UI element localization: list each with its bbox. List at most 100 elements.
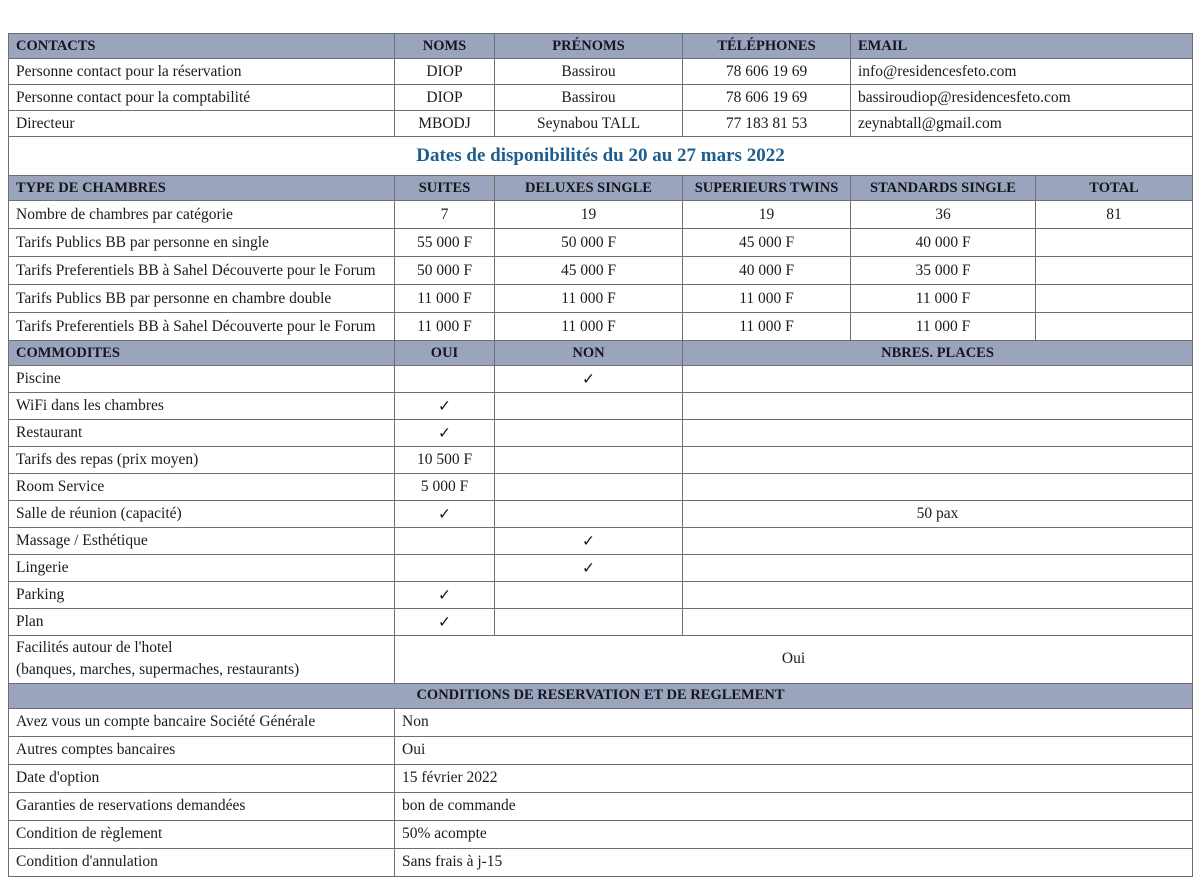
prenoms-header-cell: PRÉNOMS <box>494 33 683 59</box>
non-cell <box>494 473 683 501</box>
commodite-row-massage: Massage / Esthétique ✓ <box>8 527 1193 555</box>
chambres-row-tarifs-publics-double: Tarifs Publics BB par personne en chambr… <box>8 284 1193 313</box>
contact-nom: DIOP <box>394 84 495 111</box>
condition-row-garanties: Garanties de reservations demandées bon … <box>8 791 1193 821</box>
telephones-header-cell: TÉLÉPHONES <box>682 33 851 59</box>
contact-row-directeur: Directeur MBODJ Seynabou TALL 77 183 81 … <box>8 110 1193 137</box>
commodites-header-cell: COMMODITES <box>8 340 395 366</box>
commodite-label: Lingerie <box>8 554 395 582</box>
hotel-info-table: CONTACTS NOMS PRÉNOMS TÉLÉPHONES EMAIL P… <box>8 33 1193 877</box>
places-cell <box>682 554 1193 582</box>
condition-label: Garanties de reservations demandées <box>8 791 395 821</box>
row-label: Nombre de chambres par catégorie <box>8 200 395 229</box>
total-header-cell: TOTAL <box>1035 175 1193 201</box>
superieurs-value: 40 000 F <box>682 256 851 285</box>
chambres-row-tarifs-publics-single: Tarifs Publics BB par personne en single… <box>8 228 1193 257</box>
condition-label: Condition de règlement <box>8 819 395 849</box>
suites-value: 7 <box>394 200 495 229</box>
commodite-label: Piscine <box>8 365 395 393</box>
oui-cell <box>394 554 495 582</box>
condition-value: Non <box>394 707 1193 737</box>
suites-value: 11 000 F <box>394 284 495 313</box>
contact-nom: MBODJ <box>394 110 495 137</box>
non-cell <box>494 446 683 474</box>
non-cell <box>494 392 683 420</box>
oui-cell: 5 000 F <box>394 473 495 501</box>
oui-cell: ✓ <box>394 392 495 420</box>
commodite-label: Plan <box>8 608 395 636</box>
condition-row-annulation: Condition d'annulation Sans frais à j-15 <box>8 847 1193 877</box>
deluxes-header-cell: DELUXES SINGLE <box>494 175 683 201</box>
total-value <box>1035 228 1193 257</box>
oui-cell: ✓ <box>394 608 495 636</box>
standards-value: 11 000 F <box>850 312 1036 341</box>
condition-value: 50% acompte <box>394 819 1193 849</box>
chambres-header-row: TYPE DE CHAMBRES SUITES DELUXES SINGLE S… <box>8 175 1193 201</box>
commodite-row-parking: Parking ✓ <box>8 581 1193 609</box>
standards-header-cell: STANDARDS SINGLE <box>850 175 1036 201</box>
places-cell <box>682 527 1193 555</box>
places-cell <box>682 473 1193 501</box>
facilities-value-cell: Oui <box>394 635 1193 684</box>
non-cell <box>494 419 683 447</box>
total-value <box>1035 284 1193 313</box>
standards-value: 11 000 F <box>850 284 1036 313</box>
facilities-label-cell: Facilités autour de l'hotel (banques, ma… <box>8 635 395 684</box>
contact-telephone: 77 183 81 53 <box>682 110 851 137</box>
standards-value: 35 000 F <box>850 256 1036 285</box>
conditions-header-cell: CONDITIONS DE RESERVATION ET DE REGLEMEN… <box>8 682 1193 709</box>
contact-row-reservation: Personne contact pour la réservation DIO… <box>8 58 1193 85</box>
commodite-label: WiFi dans les chambres <box>8 392 395 420</box>
contact-email: info@residencesfeto.com <box>850 58 1193 85</box>
row-label: Tarifs Preferentiels BB à Sahel Découver… <box>8 312 395 341</box>
contact-row-comptabilite: Personne contact pour la comptabilité DI… <box>8 84 1193 111</box>
oui-cell: 10 500 F <box>394 446 495 474</box>
commodite-row-lingerie: Lingerie ✓ <box>8 554 1193 582</box>
suites-value: 55 000 F <box>394 228 495 257</box>
superieurs-value: 11 000 F <box>682 312 851 341</box>
suites-value: 50 000 F <box>394 256 495 285</box>
commodite-label: Parking <box>8 581 395 609</box>
non-cell <box>494 581 683 609</box>
deluxes-value: 19 <box>494 200 683 229</box>
contact-email: zeynabtall@gmail.com <box>850 110 1193 137</box>
hotel-info-document: CONTACTS NOMS PRÉNOMS TÉLÉPHONES EMAIL P… <box>8 33 1193 877</box>
superieurs-value: 11 000 F <box>682 284 851 313</box>
condition-value: bon de commande <box>394 791 1193 821</box>
commodite-label: Salle de réunion (capacité) <box>8 500 395 528</box>
contacts-header-row: CONTACTS NOMS PRÉNOMS TÉLÉPHONES EMAIL <box>8 33 1193 59</box>
non-cell: ✓ <box>494 365 683 393</box>
suites-header-cell: SUITES <box>394 175 495 201</box>
condition-label: Date d'option <box>8 763 395 793</box>
commodite-row-plan: Plan ✓ <box>8 608 1193 636</box>
oui-cell <box>394 365 495 393</box>
places-cell <box>682 365 1193 393</box>
commodite-row-restaurant: Restaurant ✓ <box>8 419 1193 447</box>
contacts-header-cell: CONTACTS <box>8 33 395 59</box>
commodite-row-wifi: WiFi dans les chambres ✓ <box>8 392 1193 420</box>
contact-telephone: 78 606 19 69 <box>682 84 851 111</box>
row-label: Tarifs Publics BB par personne en single <box>8 228 395 257</box>
condition-value: 15 février 2022 <box>394 763 1193 793</box>
total-value: 81 <box>1035 200 1193 229</box>
deluxes-value: 50 000 F <box>494 228 683 257</box>
noms-header-cell: NOMS <box>394 33 495 59</box>
deluxes-value: 11 000 F <box>494 284 683 313</box>
oui-cell <box>394 527 495 555</box>
commodites-header-row: COMMODITES OUI NON NBRES. PLACES <box>8 340 1193 366</box>
conditions-header-row: CONDITIONS DE RESERVATION ET DE REGLEMEN… <box>8 682 1193 709</box>
contact-label: Directeur <box>8 110 395 137</box>
commodite-label: Tarifs des repas (prix moyen) <box>8 446 395 474</box>
nbres-places-header-cell: NBRES. PLACES <box>682 340 1193 366</box>
condition-row-compte-sg: Avez vous un compte bancaire Société Gén… <box>8 707 1193 737</box>
deluxes-value: 11 000 F <box>494 312 683 341</box>
type-chambres-header-cell: TYPE DE CHAMBRES <box>8 175 395 201</box>
contact-email: bassiroudiop@residencesfeto.com <box>850 84 1193 111</box>
contact-prenom: Bassirou <box>494 84 683 111</box>
commodite-label: Restaurant <box>8 419 395 447</box>
condition-value: Sans frais à j-15 <box>394 847 1193 877</box>
facilities-row: Facilités autour de l'hotel (banques, ma… <box>8 635 1193 684</box>
commodite-row-salle-reunion: Salle de réunion (capacité) ✓ 50 pax <box>8 500 1193 528</box>
total-value <box>1035 312 1193 341</box>
standards-value: 40 000 F <box>850 228 1036 257</box>
